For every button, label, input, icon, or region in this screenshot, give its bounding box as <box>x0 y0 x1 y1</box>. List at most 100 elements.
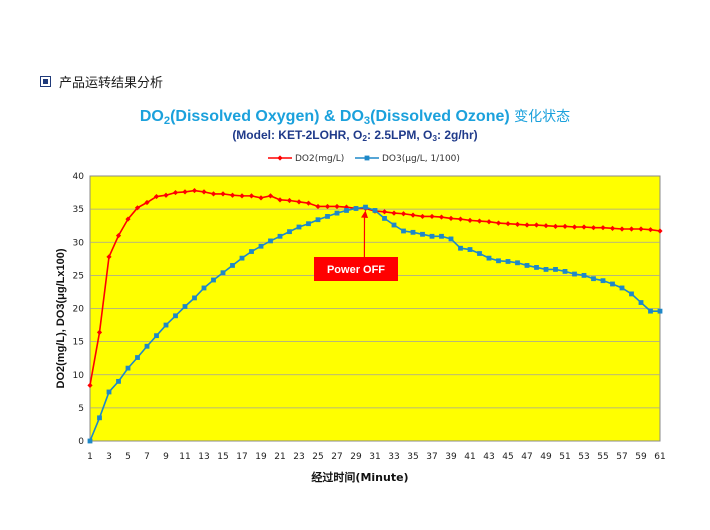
data-point <box>239 255 245 261</box>
data-point <box>657 228 663 234</box>
data-point <box>258 243 264 249</box>
x-tick-label: 29 <box>350 452 362 462</box>
data-point <box>400 211 407 217</box>
y-tick-label: 30 <box>73 238 85 248</box>
data-point <box>125 216 131 222</box>
data-point <box>173 313 178 319</box>
data-point <box>638 300 644 305</box>
data-point <box>562 269 568 274</box>
data-point <box>477 251 482 256</box>
data-point <box>638 226 644 232</box>
x-tick-label: 25 <box>312 452 323 462</box>
x-tick-label: 11 <box>179 452 190 462</box>
data-point <box>344 208 349 213</box>
square-bullet-icon <box>40 75 51 87</box>
data-point <box>134 205 141 211</box>
y-tick-label: 20 <box>73 305 85 315</box>
data-point <box>581 272 587 278</box>
x-tick-label: 17 <box>236 452 247 462</box>
x-tick-label: 27 <box>331 452 342 462</box>
power-off-annotation: Power OFF <box>314 210 398 281</box>
x-tick-label: 61 <box>654 452 665 462</box>
y-tick-label: 0 <box>78 437 84 447</box>
data-point <box>552 223 559 229</box>
data-point <box>524 263 530 268</box>
chart-title: DO2(Dissolved Oxygen) & DO3(Dissolved Oz… <box>0 106 710 126</box>
x-tick-label: 13 <box>198 452 209 462</box>
data-point <box>125 365 131 371</box>
data-point <box>610 281 615 287</box>
data-point <box>448 215 454 221</box>
chart-subtitle: (Model: KET-2LOHR, O2: 2.5LPM, O3: 2g/hr… <box>0 128 710 142</box>
data-point <box>286 197 293 204</box>
data-point <box>97 415 102 421</box>
annotation-arrowhead <box>361 210 368 218</box>
data-point <box>391 222 397 228</box>
data-point <box>467 217 473 223</box>
data-point <box>429 213 435 220</box>
data-point <box>305 200 312 206</box>
data-point <box>439 233 444 239</box>
legend-marker <box>364 155 370 161</box>
data-point <box>648 308 653 314</box>
x-tick-label: 49 <box>540 452 552 462</box>
data-point <box>476 218 483 224</box>
data-point <box>534 265 539 270</box>
chart-title-cn: 变化状态 <box>514 108 571 124</box>
data-point <box>486 219 492 225</box>
data-point <box>220 191 226 197</box>
data-point <box>505 259 511 264</box>
data-point <box>211 277 216 283</box>
x-tick-label: 5 <box>125 452 131 462</box>
data-point <box>87 382 93 388</box>
y-tick-label: 25 <box>73 271 84 281</box>
x-tick-label: 3 <box>106 452 112 462</box>
x-tick-label: 55 <box>597 452 608 462</box>
x-axis-title: 经过时间(Minute) <box>311 470 408 484</box>
data-point <box>230 263 235 268</box>
data-point <box>182 304 188 309</box>
data-point <box>268 238 273 244</box>
y-tick-label: 5 <box>78 404 84 414</box>
section-heading: 产品运转结果分析 <box>40 72 164 91</box>
data-point <box>258 195 264 201</box>
data-point <box>515 260 520 266</box>
x-tick-label: 35 <box>407 452 418 462</box>
x-tick-label: 59 <box>635 452 647 462</box>
x-tick-label: 39 <box>445 452 457 462</box>
section-heading-text: 产品运转结果分析 <box>59 75 164 91</box>
data-point <box>391 210 397 216</box>
data-point <box>609 225 616 231</box>
data-point <box>572 271 577 277</box>
legend-marker <box>277 155 283 161</box>
data-point <box>514 221 521 227</box>
subtitle-part1: (Model: KET-2LOHR, O <box>232 128 363 142</box>
legend-item: DO2(mg/L) <box>268 154 344 164</box>
data-point <box>600 278 606 284</box>
data-point <box>401 228 406 234</box>
data-point <box>315 217 321 223</box>
data-point <box>306 221 311 227</box>
data-point <box>429 233 435 239</box>
data-point <box>267 193 274 199</box>
y-tick-label: 40 <box>73 172 85 182</box>
data-point <box>248 193 255 199</box>
data-point <box>201 285 207 291</box>
data-point <box>87 438 93 444</box>
data-point <box>163 192 169 198</box>
data-point <box>315 203 321 210</box>
data-point <box>296 199 302 205</box>
x-tick-label: 9 <box>163 452 169 462</box>
data-point <box>590 225 597 231</box>
data-point <box>533 222 540 228</box>
annotation-box <box>314 257 398 281</box>
data-point <box>106 389 112 395</box>
data-point <box>325 214 330 219</box>
data-point <box>144 199 150 206</box>
data-point <box>182 189 188 195</box>
chart-title-sub2: 3 <box>363 114 371 127</box>
data-point <box>334 210 340 216</box>
x-tick-label: 53 <box>578 452 589 462</box>
data-point <box>410 229 416 235</box>
